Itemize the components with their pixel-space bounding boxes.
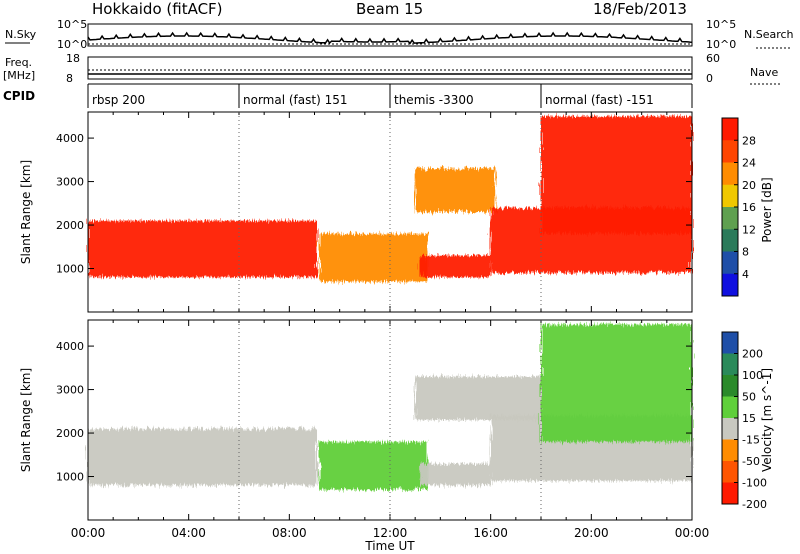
velocity-colorbar: 200 100 50 15 -15 -50 -100 -200 (721, 331, 767, 511)
y-tick-label: 1000 (56, 263, 84, 276)
nave-label: Nave (750, 66, 778, 79)
colorbar-swatch (722, 207, 738, 230)
nsky-strip: N.Sky 10^5 10^0 N.Search 10^5 10^0 (5, 18, 794, 51)
colorbar-swatch (722, 251, 738, 275)
colorbar-tick-label: 4 (742, 268, 749, 281)
colorbar-swatch (722, 353, 738, 376)
x-tick-label: 08:00 (272, 526, 307, 540)
cpid-band: rbsp 200 normal (fast) 151 themis -3300 nor… (87, 83, 693, 108)
colorbar-tick-label: 200 (742, 348, 763, 361)
nave-top-tick: 60 (706, 52, 720, 65)
colorbar-tick-label: 8 (742, 246, 749, 259)
colorbar-tick-label: -15 (742, 434, 760, 447)
y-tick-label: 2000 (56, 427, 84, 440)
velocity-panel: 1000 2000 3000 4000 Slant Range [km] (19, 319, 693, 521)
echo-region (420, 463, 491, 486)
y-tick-label: 3000 (56, 176, 84, 189)
date-title: 18/Feb/2013 (593, 0, 687, 18)
cpid-segment-label: normal (fast) -151 (545, 93, 654, 107)
echo-region (420, 255, 491, 278)
colorbar-swatch (722, 332, 738, 354)
colorbar-swatch (722, 396, 738, 419)
colorbar-swatch (722, 162, 738, 186)
echo-region (415, 168, 496, 212)
echo-region (541, 324, 692, 442)
colorbar-tick-label: 100 (742, 369, 763, 382)
colorbar-swatch (722, 229, 738, 252)
power-axes: 1000 2000 3000 4000 (56, 112, 693, 312)
colorbar-tick-label: 24 (742, 157, 756, 170)
echo-region (88, 428, 318, 486)
colorbar-swatch (722, 439, 738, 462)
power-panel: 1000 2000 3000 4000 Slant Range [km] (19, 111, 693, 313)
colorbar-swatch (722, 273, 738, 297)
beam-title: Beam 15 (356, 0, 424, 18)
echo-region (541, 116, 692, 234)
echo-region (319, 233, 428, 282)
freq-strip: Freq. [MHz] 18 8 60 0 Nave CPID (3, 52, 780, 103)
colorbar-tick-label: 12 (742, 223, 756, 236)
colorbar-swatch (722, 184, 738, 208)
power-colorbar: 28 24 20 16 12 8 4 (721, 117, 756, 297)
cpid-segment-label: normal (fast) 151 (243, 93, 347, 107)
colorbar-tick-label: -200 (742, 498, 767, 511)
velocity-colorbar-label: Velocity [m s^-1] (760, 368, 774, 472)
power-ylabel: Slant Range [km] (19, 160, 33, 264)
freq-top-tick: 18 (66, 52, 80, 65)
velocity-data (88, 324, 692, 490)
cpid-label: CPID (3, 89, 35, 103)
y-tick-label: 2000 (56, 219, 84, 232)
y-tick-label: 3000 (56, 384, 84, 397)
x-tick-label: 12:00 (373, 526, 408, 540)
x-tick-label: 16:00 (473, 526, 508, 540)
colorbar-swatch (722, 461, 738, 483)
freq-bottom-tick: 8 (66, 72, 73, 85)
colorbar-swatch (722, 375, 738, 397)
colorbar-swatch (722, 140, 738, 163)
colorbar-swatch (722, 118, 738, 141)
velocity-axes: 1000 2000 3000 4000 (56, 320, 693, 520)
station-title: Hokkaido (fitACF) (92, 0, 223, 18)
nsky-trace (87, 31, 693, 45)
x-tick-label: 04:00 (171, 526, 206, 540)
nsearch-label: N.Search (744, 28, 794, 41)
echo-region (415, 376, 541, 420)
colorbar-swatch (722, 482, 738, 505)
colorbar-tick-label: 15 (742, 412, 756, 425)
colorbar-tick-label: -100 (742, 477, 767, 490)
x-axis-label: Time UT (364, 539, 415, 553)
echo-region (88, 220, 318, 278)
x-tick-label: 20:00 (574, 526, 609, 540)
power-data (88, 116, 692, 282)
nsky-top-tick: 10^5 (57, 18, 87, 31)
echo-region (319, 441, 428, 490)
colorbar-tick-label: -50 (742, 455, 760, 468)
y-tick-label: 4000 (56, 132, 84, 145)
x-axis-ticks: 00:00 04:00 08:00 12:00 16:00 20:00 00:00 (71, 526, 710, 540)
cpid-segment-label: rbsp 200 (92, 93, 145, 107)
velocity-ylabel: Slant Range [km] (19, 368, 33, 472)
nave-bottom-tick: 0 (706, 72, 713, 85)
nsearch-bottom-tick: 10^0 (706, 38, 736, 51)
y-tick-label: 4000 (56, 340, 84, 353)
colorbar-tick-label: 50 (742, 391, 756, 404)
colorbar-tick-label: 28 (742, 134, 756, 147)
colorbar-swatch (722, 418, 738, 440)
nsearch-top-tick: 10^5 (706, 18, 736, 31)
colorbar-tick-label: 20 (742, 179, 756, 192)
power-colorbar-label: Power [dB] (760, 177, 774, 242)
freq-unit: [MHz] (3, 69, 35, 82)
x-tick-label: 00:00 (675, 526, 710, 540)
nsky-bottom-tick: 10^0 (57, 38, 87, 51)
y-tick-label: 1000 (56, 471, 84, 484)
nsky-label: N.Sky (5, 28, 37, 41)
x-tick-label: 00:00 (71, 526, 106, 540)
cpid-segment-label: themis -3300 (394, 93, 474, 107)
freq-label: Freq. (5, 56, 32, 69)
colorbar-tick-label: 16 (742, 201, 756, 214)
